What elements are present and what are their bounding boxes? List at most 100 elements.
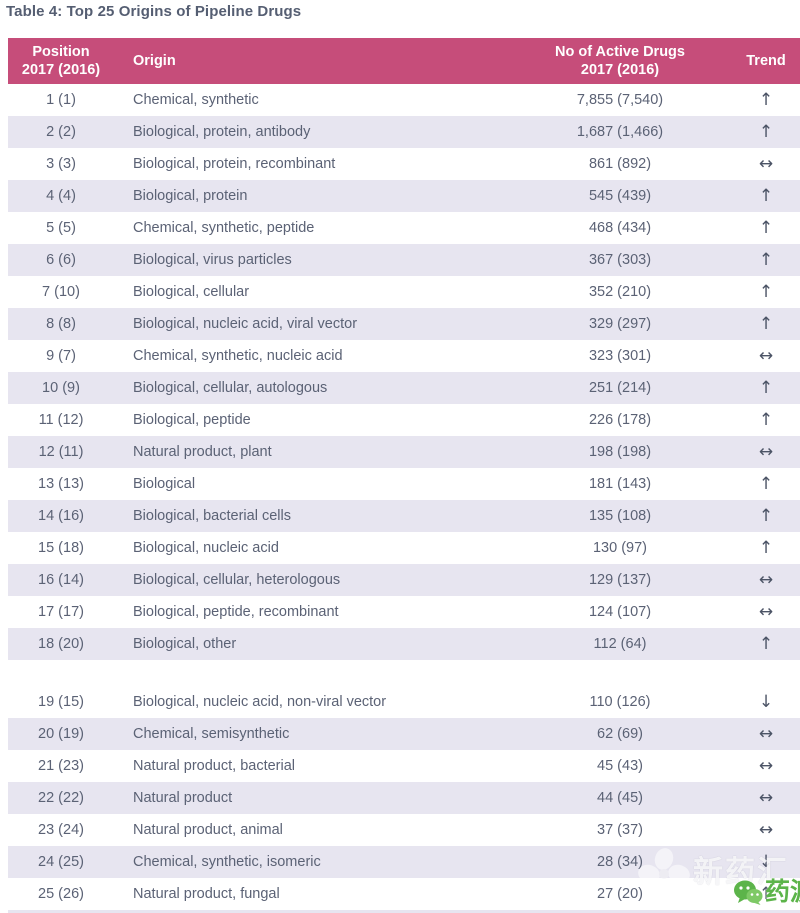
drugs-count-cell: 37 (37) — [597, 822, 643, 838]
trend-cell: ↔ — [705, 820, 800, 840]
origin-cell: Natural product, fungal — [133, 886, 280, 902]
trend-arrow-icon: ↔ — [758, 154, 774, 174]
trend-cell: ↓ — [705, 852, 800, 872]
trend-cell: ↑ — [705, 314, 800, 334]
header-position-line2: 2017 (2016) — [21, 62, 101, 78]
position-cell: 22 (22) — [38, 790, 84, 806]
drugs-count-cell: 545 (439) — [588, 188, 652, 204]
table-row: 3 (3) Biological, protein, recombinant 8… — [8, 148, 800, 180]
origin-cell: Biological, protein, antibody — [133, 124, 311, 140]
trend-arrow-icon: ↑ — [758, 378, 774, 398]
trend-cell: ↔ — [705, 154, 800, 174]
header-origin: Origin — [133, 52, 176, 69]
drugs-count-cell: 135 (108) — [588, 508, 652, 524]
table-row: 24 (25) Chemical, synthetic, isomeric 28… — [8, 846, 800, 878]
trend-arrow-icon: ↔ — [758, 442, 774, 462]
header-drugs-line1: No of Active Drugs — [555, 43, 685, 60]
position-cell: 21 (23) — [38, 758, 84, 774]
table-row: 5 (5) Chemical, synthetic, peptide 468 (… — [8, 212, 800, 244]
origin-cell: Biological, cellular, autologous — [133, 380, 328, 396]
origin-cell: Biological, peptide — [133, 412, 251, 428]
position-cell: 23 (24) — [38, 822, 84, 838]
trend-arrow-icon: ↓ — [758, 852, 774, 872]
position-cell: 14 (16) — [38, 508, 84, 524]
drugs-count-cell: 198 (198) — [588, 444, 652, 460]
trend-cell: ↑ — [705, 506, 800, 526]
trend-arrow-icon: ↑ — [758, 538, 774, 558]
trend-cell: ↑ — [705, 538, 800, 558]
drugs-count-cell: 44 (45) — [597, 790, 643, 806]
table-row: 17 (17) Biological, peptide, recombinant… — [8, 596, 800, 628]
trend-cell: ↔ — [705, 756, 800, 776]
trend-arrow-icon: ↑ — [758, 314, 774, 334]
drugs-count-cell: 110 (126) — [589, 694, 651, 710]
header-position-line1: Position — [32, 43, 90, 60]
table-row: 14 (16) Biological, bacterial cells 135 … — [8, 500, 800, 532]
position-cell: 13 (13) — [38, 476, 84, 492]
origin-cell: Biological, bacterial cells — [133, 508, 291, 524]
trend-arrow-icon: ↔ — [758, 346, 774, 366]
table-row: 20 (19) Chemical, semisynthetic 62 (69) … — [8, 718, 800, 750]
header-drugs-line2: 2017 (2016) — [580, 62, 660, 78]
position-cell: 15 (18) — [38, 540, 84, 556]
drugs-count-cell: 329 (297) — [588, 316, 652, 332]
table-row: 23 (24) Natural product, animal 37 (37) … — [8, 814, 800, 846]
trend-cell: ↑ — [705, 250, 800, 270]
trend-arrow-icon: ↑ — [758, 282, 774, 302]
drugs-count-cell: 251 (214) — [588, 380, 652, 396]
drugs-count-cell: 352 (210) — [588, 284, 652, 300]
origin-cell: Biological, peptide, recombinant — [133, 604, 339, 620]
origin-cell: Chemical, semisynthetic — [133, 726, 290, 742]
trend-arrow-icon: ↔ — [758, 788, 774, 808]
position-cell: 9 (7) — [46, 348, 76, 364]
origin-cell: Biological, nucleic acid, viral vector — [133, 316, 358, 332]
header-position: Position 2017 (2016) — [8, 43, 114, 79]
origin-cell: Biological, other — [133, 636, 237, 652]
drugs-count-cell: 367 (303) — [588, 252, 652, 268]
position-cell: 20 (19) — [38, 726, 84, 742]
origin-cell: Biological, protein, recombinant — [133, 156, 336, 172]
trend-cell: ↑ — [705, 218, 800, 238]
drugs-count-cell: 112 (64) — [593, 636, 647, 652]
trend-arrow-icon: ↑ — [758, 884, 774, 904]
table-row: 22 (22) Natural product 44 (45) ↔ — [8, 782, 800, 814]
position-cell: 7 (10) — [42, 284, 80, 300]
trend-arrow-icon: ↓ — [758, 692, 774, 712]
position-cell: 18 (20) — [38, 636, 84, 652]
table-row: 21 (23) Natural product, bacterial 45 (4… — [8, 750, 800, 782]
origin-cell: Natural product, plant — [133, 444, 272, 460]
position-cell: 5 (5) — [46, 220, 76, 236]
origin-cell: Biological, virus particles — [133, 252, 292, 268]
trend-arrow-icon: ↑ — [758, 250, 774, 270]
trend-cell: ↑ — [705, 410, 800, 430]
trend-arrow-icon: ↔ — [758, 820, 774, 840]
position-cell: 16 (14) — [38, 572, 84, 588]
trend-cell: ↔ — [705, 788, 800, 808]
table-row: 11 (12) Biological, peptide 226 (178) ↑ — [8, 404, 800, 436]
trend-cell: ↓ — [705, 692, 800, 712]
trend-cell: ↑ — [705, 474, 800, 494]
trend-cell: ↑ — [705, 634, 800, 654]
trend-cell: ↑ — [705, 186, 800, 206]
table-row: 13 (13) Biological 181 (143) ↑ — [8, 468, 800, 500]
drugs-count-cell: 62 (69) — [597, 726, 643, 742]
origin-cell: Chemical, synthetic, nucleic acid — [133, 348, 343, 364]
origin-cell: Natural product — [133, 790, 233, 806]
trend-cell: ↔ — [705, 602, 800, 622]
origin-cell: Biological, nucleic acid, non-viral vect… — [133, 694, 387, 710]
origin-cell: Natural product, animal — [133, 822, 283, 838]
header-trend: Trend — [746, 52, 786, 69]
origin-cell: Chemical, synthetic, peptide — [133, 220, 315, 236]
table-row: 25 (26) Natural product, fungal 27 (20) … — [8, 878, 800, 910]
drugs-count-cell: 226 (178) — [588, 412, 652, 428]
trend-cell: ↑ — [705, 378, 800, 398]
pipeline-origins-table: Position 2017 (2016) Origin No of Active… — [8, 38, 800, 913]
trend-arrow-icon: ↑ — [758, 506, 774, 526]
trend-arrow-icon: ↑ — [758, 474, 774, 494]
table-row: 18 (20) Biological, other 112 (64) ↑ — [8, 628, 800, 660]
position-cell: 24 (25) — [38, 854, 84, 870]
drugs-count-cell: 124 (107) — [588, 604, 652, 620]
drugs-count-cell: 129 (137) — [588, 572, 652, 588]
drugs-count-cell: 468 (434) — [588, 220, 652, 236]
position-cell: 19 (15) — [38, 694, 84, 710]
